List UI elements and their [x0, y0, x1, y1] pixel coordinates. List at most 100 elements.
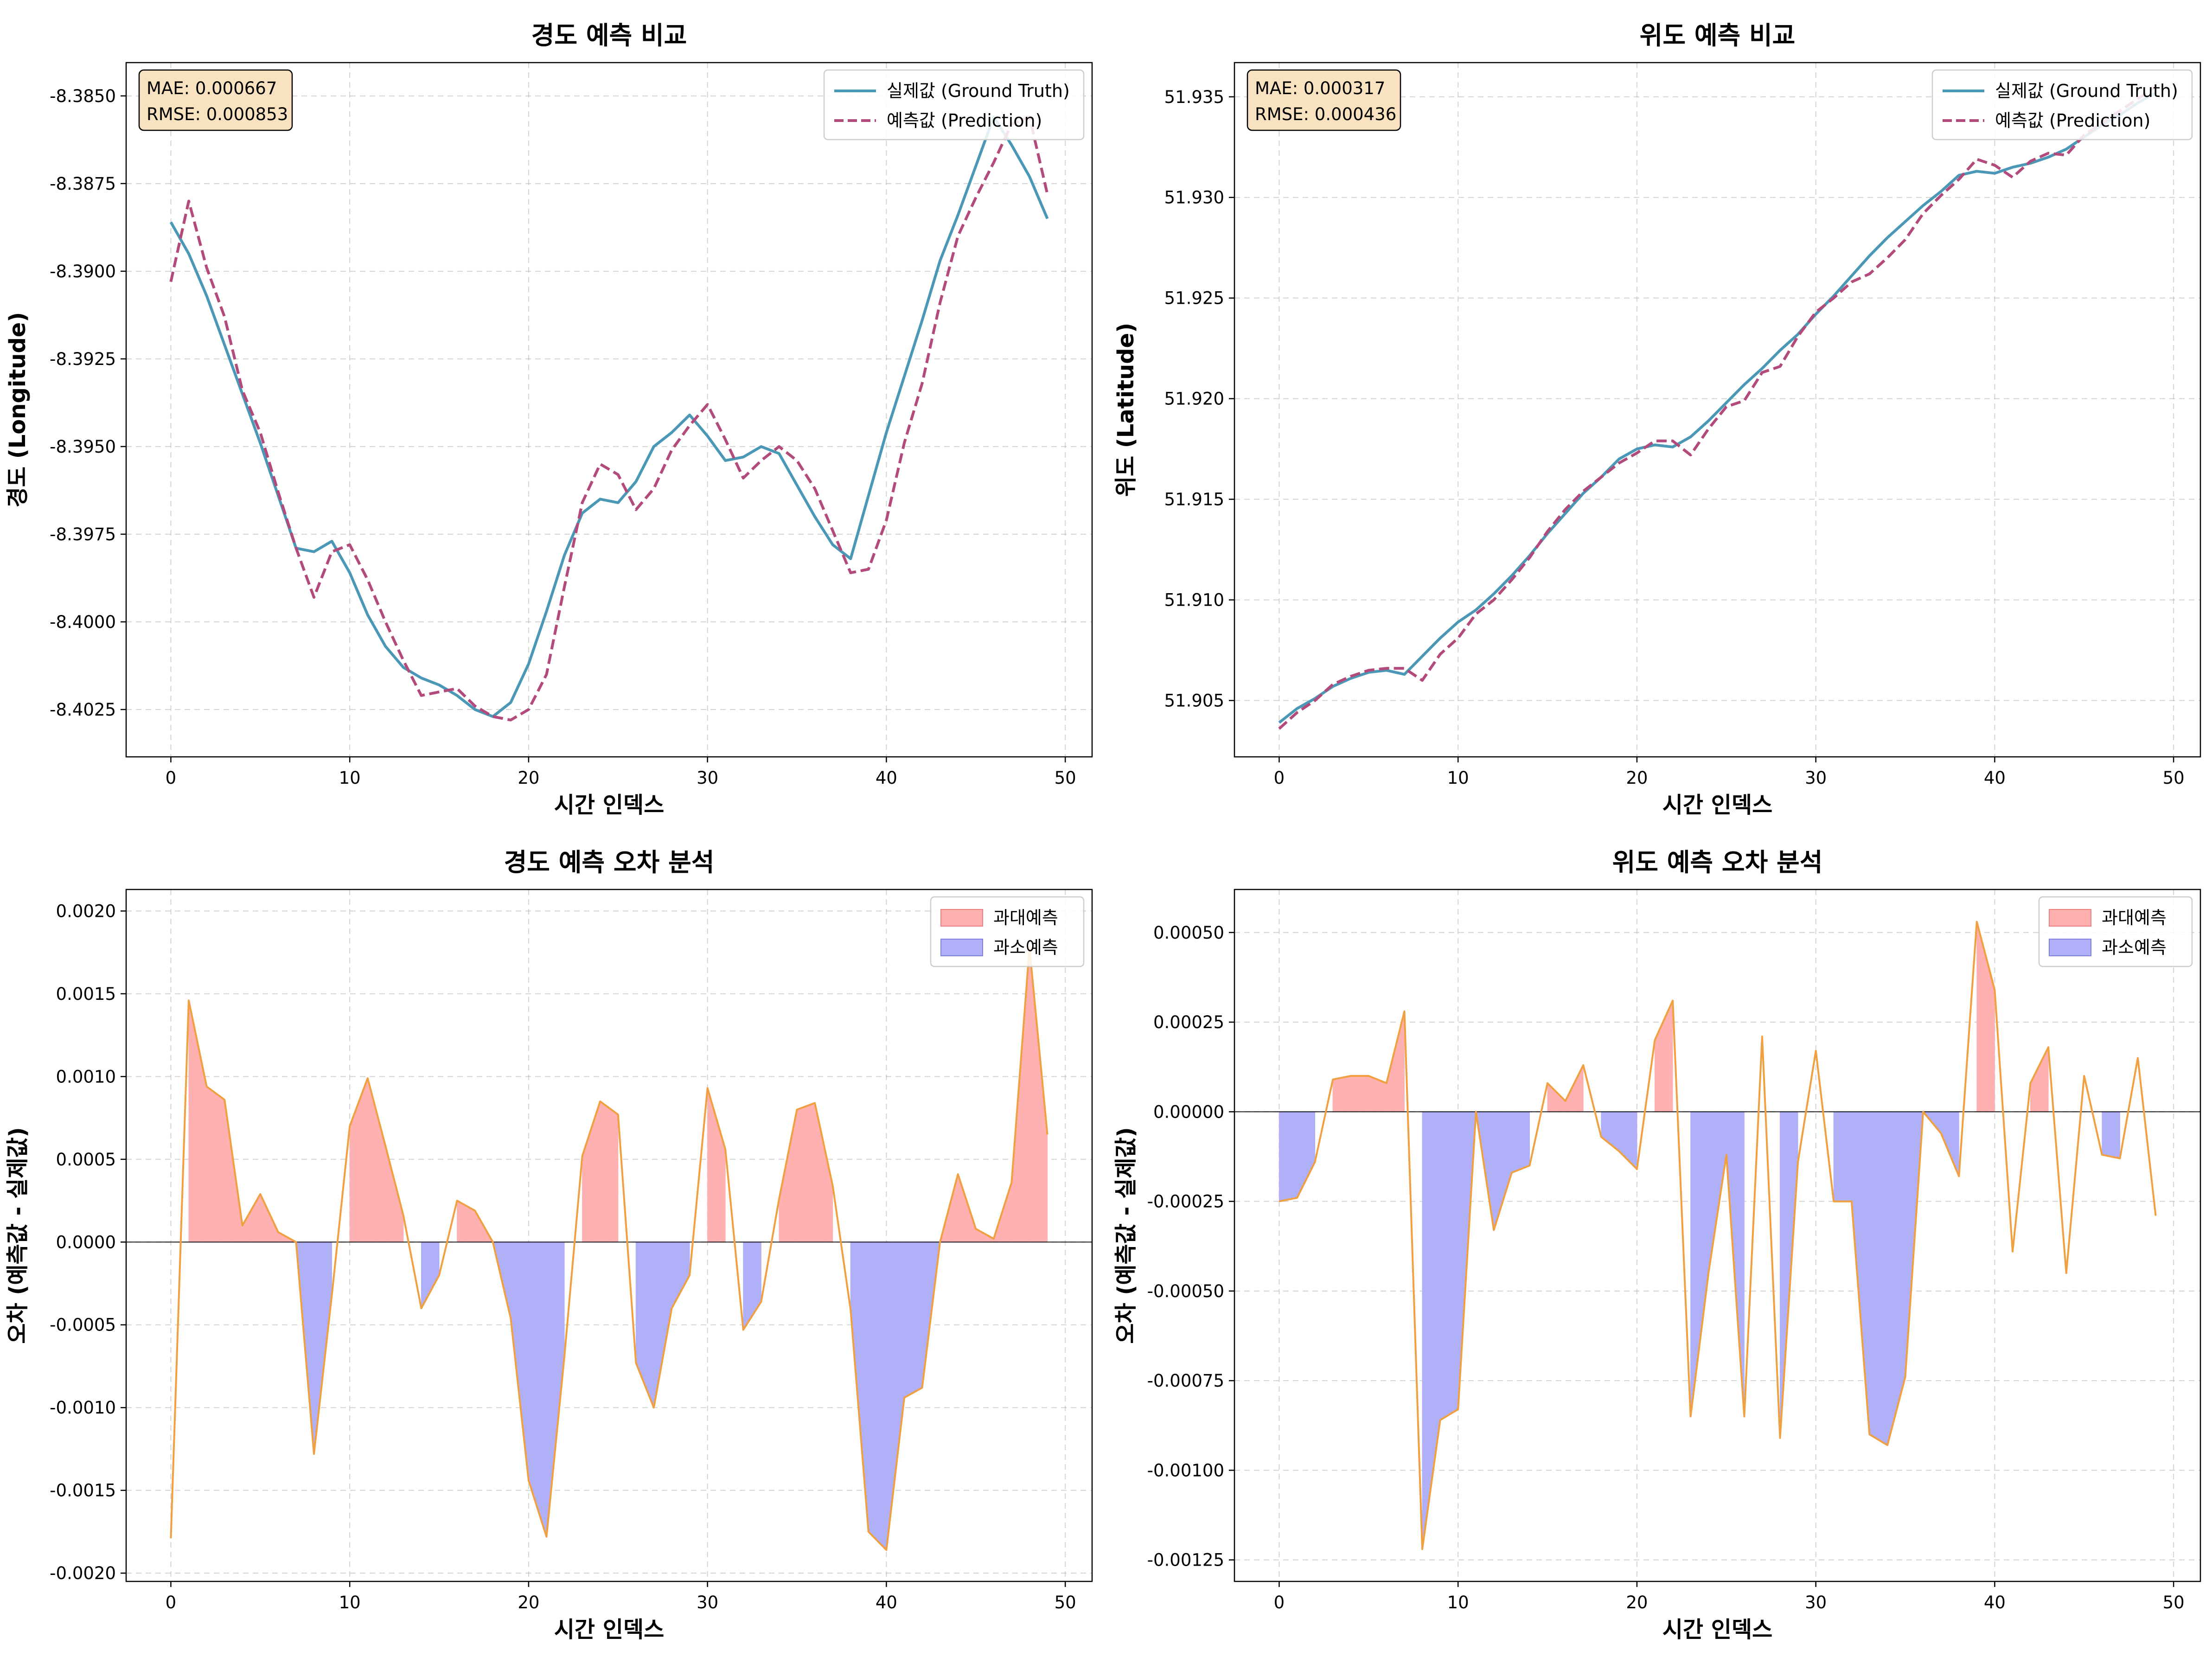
legend-overprediction-swatch	[940, 909, 983, 927]
underprediction-area	[1511, 1111, 1530, 1173]
x-tick-label: 40	[876, 1593, 897, 1612]
y-tick-label: -8.3925	[50, 349, 116, 369]
x-tick-label: 0	[1274, 1593, 1285, 1612]
x-tick-label: 40	[1984, 1593, 2006, 1612]
mae-value: MAE: 0.000667	[147, 78, 277, 98]
y-tick-label: -8.3875	[50, 174, 116, 194]
legend-box	[823, 69, 1085, 141]
y-tick-label: -8.4025	[50, 700, 116, 720]
underprediction-area	[1833, 1111, 1852, 1202]
plot-area	[1278, 85, 2157, 730]
latitude-error-chart: 0 10 20 30 40 50 0.00050 0.00025 0.00000 -0.00025…	[1113, 848, 2201, 1643]
metrics-box-bg	[138, 69, 293, 131]
axes-frame	[125, 889, 1093, 1582]
y-tick-label: -0.00125	[1147, 1550, 1224, 1570]
x-axis-label: 시간 인덱스	[554, 1617, 665, 1643]
ground-truth-line	[1278, 91, 2157, 724]
x-tick-label: 10	[1447, 768, 1469, 788]
prediction-line	[169, 115, 1049, 722]
x-tick-label: 20	[518, 1593, 539, 1612]
underprediction-area	[2102, 1111, 2120, 1159]
overprediction-area	[1350, 1075, 1369, 1112]
legend-label: 실제값 (Ground Truth)	[1995, 81, 2178, 101]
y-tick-label: 51.915	[1164, 490, 1224, 510]
y-tick-label: 0.0020	[56, 901, 116, 921]
underprediction-area	[1440, 1111, 1458, 1421]
legend-underprediction-swatch	[940, 939, 983, 956]
y-tick-label: -8.3975	[50, 525, 116, 544]
y-axis-label: 위도 (Latitude)	[1113, 323, 1139, 497]
latitude-comparison-chart: 0 10 20 30 40 50 51.905 51.910 51.915 51.920 51.92…	[1113, 21, 2201, 818]
mae-value: MAE: 0.000317	[1255, 78, 1385, 98]
legend-label: 과대예측	[993, 908, 1058, 928]
x-axis-label: 시간 인덱스	[1662, 1617, 1773, 1643]
chart-title: 경도 예측 비교	[531, 21, 687, 50]
underprediction-area	[868, 1241, 887, 1551]
metrics-box-bg	[1247, 69, 1401, 131]
plot-area	[169, 115, 1049, 722]
rmse-value: RMSE: 0.000853	[147, 104, 288, 124]
y-tick-label: 0.00025	[1153, 1012, 1224, 1032]
underprediction-area	[1279, 1111, 1298, 1202]
prediction-line	[1278, 85, 2157, 730]
y-tick-label: -0.0005	[50, 1315, 116, 1335]
overprediction-area	[1332, 1075, 1351, 1112]
x-axis-label: 시간 인덱스	[554, 792, 665, 818]
y-tick-label: -0.0015	[50, 1481, 116, 1501]
y-tick-label: 51.910	[1164, 590, 1224, 610]
y-tick-label: 51.920	[1164, 389, 1224, 409]
legend: 실제값 (Ground Truth) 예측값 (Prediction)	[1931, 69, 2193, 141]
metrics-box: MAE: 0.000667 RMSE: 0.000853	[138, 69, 293, 131]
overprediction-area	[797, 1102, 815, 1242]
chart-title: 위도 예측 오차 분석	[1612, 848, 1823, 877]
x-tick-label: 20	[1626, 768, 1648, 788]
x-tick-label: 40	[876, 768, 897, 788]
x-tick-label: 30	[697, 768, 718, 788]
x-tick-label: 40	[1984, 768, 2006, 788]
legend-overprediction-swatch	[2049, 909, 2091, 927]
y-tick-label: 51.925	[1164, 288, 1224, 308]
y-tick-label: -0.00050	[1147, 1281, 1224, 1301]
y-tick-label: 0.00000	[1153, 1102, 1224, 1122]
x-tick-label: 10	[339, 1593, 361, 1612]
chart-title: 위도 예측 비교	[1640, 21, 1796, 50]
legend-underprediction-swatch	[2049, 939, 2091, 956]
y-tick-label: -0.0020	[50, 1563, 116, 1583]
legend-label: 예측값 (Prediction)	[1995, 110, 2150, 131]
y-tick-label: 0.0000	[56, 1232, 116, 1252]
y-tick-label: -0.00075	[1147, 1371, 1224, 1391]
x-tick-label: 10	[339, 768, 361, 788]
error-line	[170, 946, 1048, 1551]
y-tick-label: 51.935	[1164, 87, 1224, 107]
x-tick-label: 20	[518, 768, 539, 788]
legend-label: 예측값 (Prediction)	[887, 110, 1042, 131]
x-tick-label: 30	[1805, 1593, 1827, 1612]
longitude-comparison-chart: 0 10 20 30 40 50 -8.3850 -8.3875 -8.3900 -8.3925 -…	[5, 21, 1093, 818]
x-tick-label: 0	[1274, 768, 1285, 788]
y-tick-label: -8.4000	[50, 612, 116, 632]
x-axis-label: 시간 인덱스	[1662, 792, 1773, 818]
ground-truth-line	[169, 115, 1049, 718]
error-line	[1279, 921, 2157, 1550]
axes-frame	[125, 62, 1093, 758]
x-tick-label: 20	[1626, 1593, 1648, 1612]
y-axis-label: 오차 (예측값 - 실제값)	[5, 1127, 31, 1344]
legend-label: 과소예측	[993, 937, 1058, 958]
axes-frame	[1234, 62, 2201, 758]
y-tick-label: -8.3900	[50, 262, 116, 281]
x-tick-label: 50	[2163, 1593, 2185, 1612]
underprediction-area	[1869, 1111, 1888, 1446]
overprediction-area	[600, 1100, 619, 1242]
axes-frame	[1234, 889, 2201, 1582]
y-tick-label: 51.905	[1164, 691, 1224, 711]
y-tick-label: 0.00050	[1153, 923, 1224, 943]
x-tick-label: 50	[1055, 768, 1076, 788]
legend-box	[1931, 69, 2193, 141]
x-tick-label: 30	[697, 1593, 718, 1612]
underprediction-area	[904, 1241, 923, 1398]
metrics-box: MAE: 0.000317 RMSE: 0.000436	[1247, 69, 1401, 131]
overprediction-area	[206, 1086, 225, 1242]
y-tick-label: -0.0010	[50, 1398, 116, 1418]
y-tick-label: 0.0010	[56, 1067, 116, 1087]
